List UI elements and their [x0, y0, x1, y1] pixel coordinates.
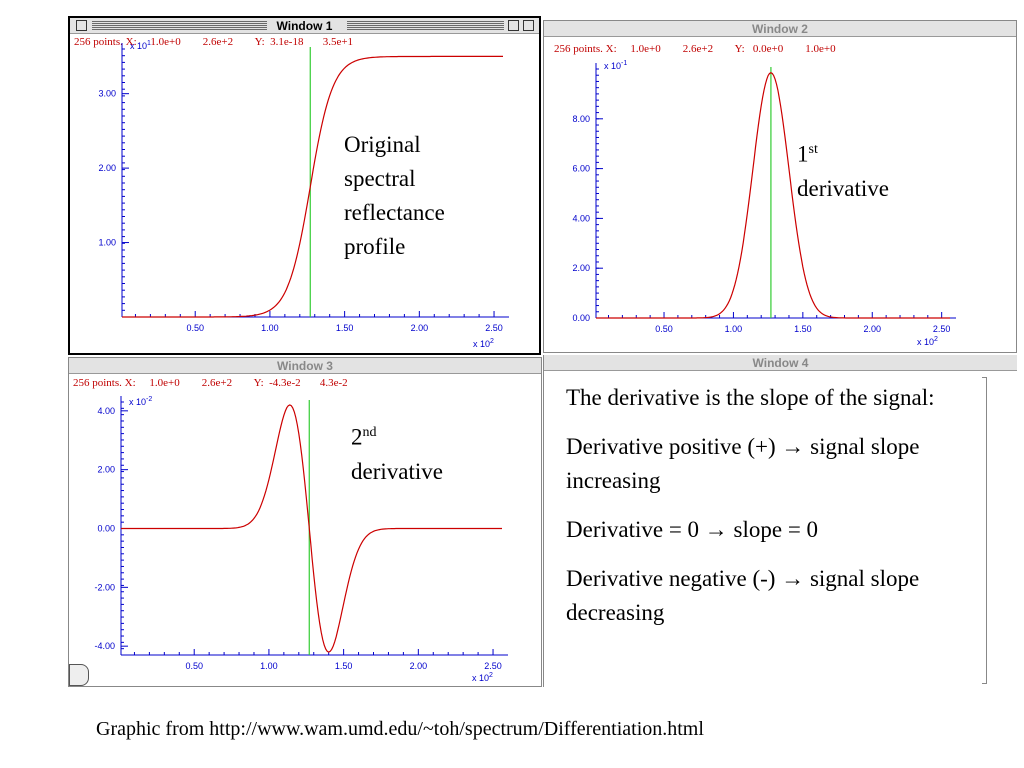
- y-tick-label: -4.00: [94, 641, 115, 651]
- series-line: [596, 72, 950, 319]
- y-scale-label: x 101: [130, 40, 151, 51]
- plot-info: 256 points. X: 1.0e+0 2.6e+2 Y: -4.3e-2 …: [73, 377, 348, 389]
- x-tick-label: 1.00: [725, 324, 743, 334]
- y-tick-label: 6.00: [572, 164, 590, 174]
- y-scale-label: x 10-1: [604, 60, 627, 71]
- y-tick-label: 0.00: [97, 524, 115, 534]
- y-tick-label: 8.00: [572, 114, 590, 124]
- x-tick-label: 2.00: [410, 661, 428, 671]
- x-tick-label: 0.50: [185, 661, 203, 671]
- window-3-title: Window 3: [277, 359, 333, 373]
- series-line: [122, 55, 503, 318]
- annotation-first-derivative: 1st derivative: [797, 141, 889, 201]
- annotation-original: Original spectral reflectance profile: [344, 132, 445, 259]
- window-4[interactable]: Window 4 The derivative is the slope of …: [543, 355, 1017, 687]
- paragraph-negative: Derivative negative (-) → signal slope d…: [566, 566, 920, 625]
- x-tick-label: 1.50: [794, 324, 812, 334]
- x-tick-label: 2.00: [411, 323, 429, 333]
- window-1-title: Window 1: [276, 19, 333, 33]
- paragraph-definition: The derivative is the slope of the signa…: [566, 385, 935, 410]
- window-3-titlebar[interactable]: Window 3: [69, 358, 541, 374]
- paragraph-positive: Derivative positive (+) → signal slope i…: [566, 434, 920, 493]
- zoom-box-icon[interactable]: [508, 20, 519, 31]
- plot-info: 256 points. X: 1.0e+0 2.6e+2 Y: 0.0e+0 1…: [554, 43, 836, 55]
- x-tick-label: 0.50: [655, 324, 673, 334]
- x-tick-label: 1.00: [261, 323, 279, 333]
- chart-window-1: x 101 x 102 0.50 1.00 1.50 2.00 2.50 1.00 2.00…: [98, 40, 509, 349]
- x-scale-label: x 102: [917, 336, 938, 347]
- y-tick-label: 0.00: [572, 313, 590, 323]
- y-tick-label: 2.00: [97, 465, 115, 475]
- annotation-second-derivative: 2nd derivative: [351, 424, 443, 484]
- window-1-titlebar[interactable]: Window 1: [70, 18, 539, 34]
- plot-info: 256 points. X: 1.0e+0 2.6e+2 Y: 3.1e-18 …: [74, 36, 354, 48]
- series-line: [121, 404, 502, 653]
- y-tick-label: 3.00: [98, 89, 116, 99]
- derivative-explanation: The derivative is the slope of the signa…: [566, 381, 956, 645]
- paragraph-zero: Derivative = 0 → slope = 0: [566, 517, 819, 542]
- y-tick-label: 4.00: [97, 406, 115, 416]
- grow-box-icon[interactable]: [69, 664, 89, 686]
- chart-window-3: x 10-2 x 102 0.50 1.00 1.50 2.00 2.50 4.00 2.0…: [94, 396, 508, 683]
- window-2[interactable]: Window 2 256 points. X: 1.0e+0 2.6e+2 Y:…: [543, 20, 1017, 353]
- x-tick-label: 2.50: [933, 324, 951, 334]
- window-4-titlebar[interactable]: Window 4: [544, 355, 1017, 371]
- x-tick-label: 2.50: [484, 661, 502, 671]
- x-tick-label: 1.00: [260, 661, 278, 671]
- y-tick-label: 2.00: [572, 263, 590, 273]
- x-tick-label: 1.50: [335, 661, 353, 671]
- x-scale-label: x 102: [473, 338, 494, 349]
- window-2-title: Window 2: [752, 22, 808, 36]
- scrollbar[interactable]: [982, 377, 987, 684]
- close-box-icon[interactable]: [76, 20, 87, 31]
- window-3[interactable]: Window 3 256 points. X: 1.0e+0 2.6e+2 Y:…: [68, 357, 542, 687]
- y-tick-label: -2.00: [94, 582, 115, 592]
- x-tick-label: 2.00: [863, 324, 881, 334]
- x-scale-label: x 102: [472, 672, 493, 683]
- collapse-box-icon[interactable]: [523, 20, 534, 31]
- source-caption: Graphic from http://www.wam.umd.edu/~toh…: [96, 718, 704, 740]
- x-tick-label: 1.50: [336, 323, 354, 333]
- y-tick-label: 1.00: [98, 238, 116, 248]
- window-4-title: Window 4: [752, 356, 809, 370]
- y-scale-label: x 10-2: [129, 396, 152, 407]
- window-2-titlebar[interactable]: Window 2: [544, 21, 1016, 37]
- window-1[interactable]: Window 1 256 points. X: 1.0e+0 2.6e+2 Y:…: [68, 16, 541, 355]
- y-tick-label: 2.00: [98, 163, 116, 173]
- x-tick-label: 2.50: [485, 323, 503, 333]
- chart-window-2: x 10-1 x 102 0.50 1.00 1.50 2.00 2.50 0.00 2.0…: [572, 60, 956, 347]
- y-tick-label: 4.00: [572, 213, 590, 223]
- x-tick-label: 0.50: [186, 323, 204, 333]
